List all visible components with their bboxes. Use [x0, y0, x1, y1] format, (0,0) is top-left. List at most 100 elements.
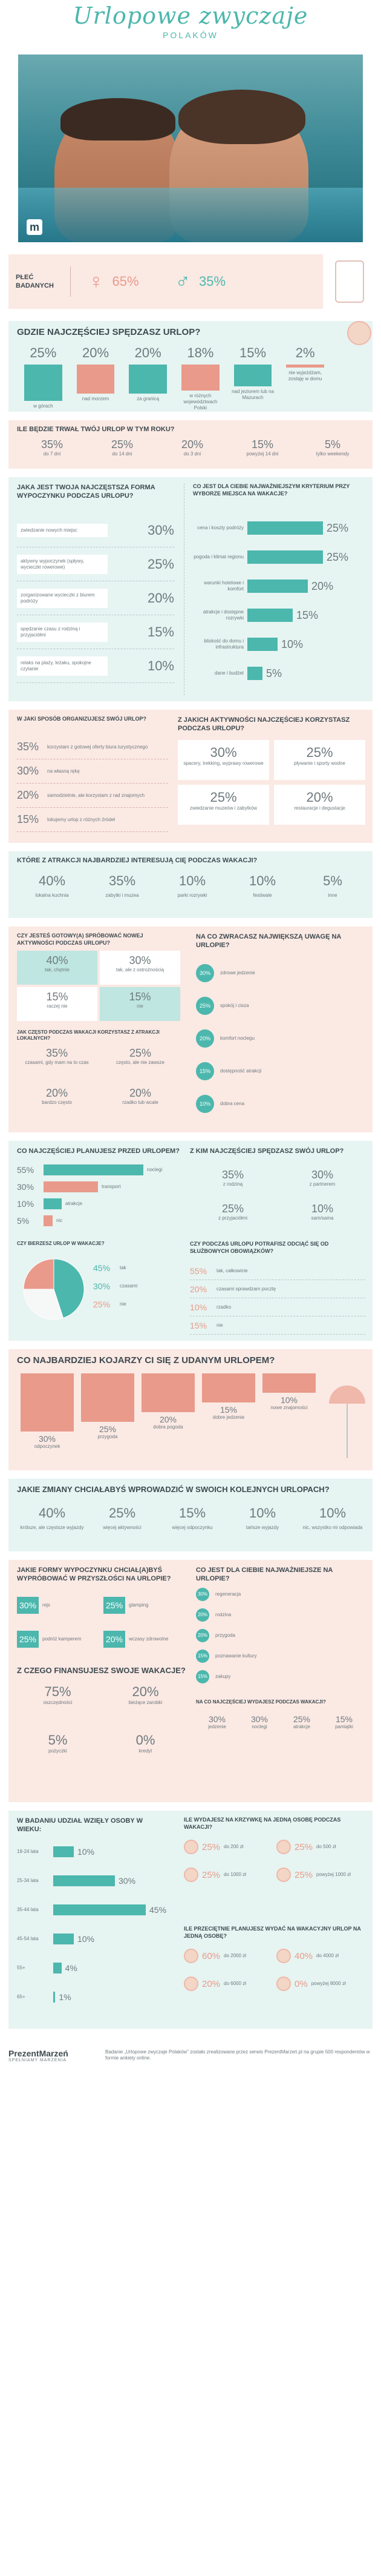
future-label: glamping [129, 1602, 149, 1608]
attraction-use-item: 35% czasami, gdy mam na to czas [17, 1045, 97, 1081]
new-activity-label: tak, chętnie [45, 967, 70, 973]
trips-bar [44, 1198, 62, 1209]
attention-label: dostępność atrakcji [220, 1068, 262, 1074]
success-pct: 30% [38, 1434, 56, 1444]
age-item: 65+ 1% [17, 1983, 174, 2012]
new-activity-pct: 30% [129, 954, 151, 966]
company-item: 25% z przyjaciółmi [190, 1199, 276, 1229]
age-bar [53, 1934, 74, 1944]
attention-label: komfort noclegu [220, 1035, 255, 1041]
trips-label: atrakcje [65, 1201, 83, 1206]
trips-pct: 55% [17, 1165, 34, 1175]
age-budget-section: W BADANIU UDZIAŁ WZIĘŁY OSOBY W WIEKU: 1… [8, 1811, 373, 2029]
duration-label: do 3 dni [183, 451, 201, 457]
future-items: 30% rejs 25% glamping 25% podróż kamperem 20% w… [17, 1590, 186, 1654]
age-pct: 45% [149, 1905, 167, 1915]
work-item: 10% rzadko [190, 1298, 365, 1316]
criteria-bar [247, 521, 323, 535]
future-item: 25% podróż kamperem [17, 1624, 100, 1654]
spend-pct: 30% [208, 1714, 226, 1724]
success-pct: 20% [159, 1415, 177, 1424]
man-hair [60, 98, 175, 140]
age-pct: 10% [77, 1847, 95, 1857]
spend-item: 30% jedzenie [196, 1714, 238, 1730]
where-bar [181, 365, 220, 391]
age-label: 45-54 lata [17, 1936, 39, 1941]
company-label: z rodziną [223, 1181, 243, 1187]
footer: PrezentMarzeń SPEŁNIAMY MARZENIA Badanie… [8, 2037, 373, 2073]
trips-item: 10% atrakcje [17, 1195, 180, 1212]
form-question: JAKA JEST TWOJA NAJCZĘSTSZA FORMA WYPOCZ… [17, 484, 155, 500]
where-pct: 15% [239, 345, 267, 360]
company-pct: 10% [311, 1203, 334, 1215]
attraction-use-item: 25% często, ale nie zawsze [100, 1045, 180, 1081]
form-label: relaks na plaży, leżaku, spokojne czytan… [17, 656, 108, 676]
attention-badge: 30% [196, 964, 214, 982]
spend-pct: 30% [250, 1714, 269, 1724]
important-badge: 15% [196, 1670, 209, 1683]
success-label: nowe znajomości [270, 1405, 308, 1410]
budget-pct: 25% [295, 1841, 313, 1852]
work-label: rzadko [217, 1304, 232, 1310]
changes-pct: 10% [319, 1505, 347, 1521]
age-pct: 1% [59, 1992, 71, 2002]
pie-legend-item: 25% nie [93, 1295, 178, 1313]
activity-label: pływanie i sporty wodne [294, 761, 345, 766]
organize-item: 20% samodzielnie, ale korzystam z rad zna… [17, 784, 168, 808]
criteria-bar [247, 667, 262, 680]
new-activity-section: CZY JESTEŚ GOTOWY(A) SPRÓBOWAĆ NOWEJ AKT… [8, 926, 373, 1132]
budget-label: powyżej 1000 zł [316, 1872, 351, 1877]
attraction-use-label: bardzo często [42, 1100, 72, 1105]
criteria-bar [247, 550, 323, 564]
success-pct: 10% [280, 1395, 298, 1405]
finance-item: 20% bieżące zarobki [105, 1684, 186, 1726]
organize-pct: 20% [17, 789, 39, 801]
company-pct: 30% [311, 1169, 334, 1181]
pie-chart [23, 1258, 85, 1320]
activity-label: zwiedzanie muzeów i zabytków [189, 805, 258, 811]
attention-item: 15% dostępność atrakcji [196, 1055, 365, 1088]
spend-label: jedzenie [208, 1724, 226, 1729]
attraction-use-items: 35% czasami, gdy mam na to czas 25% często,… [17, 1045, 180, 1121]
form-pct: 20% [147, 590, 174, 606]
criteria-item: pogoda i klimat regionu 25% [193, 543, 368, 572]
trips-label: transport [102, 1184, 121, 1189]
where-bar [233, 365, 272, 386]
criteria-item: atrakcje i dostępne rozrywki 15% [193, 601, 368, 630]
future-item: 30% rejs [17, 1590, 100, 1620]
organize-label: korzystam z gotowej oferty biura turysty… [47, 744, 148, 750]
important-label: rodzina [215, 1612, 232, 1617]
company-pct: 25% [221, 1203, 244, 1215]
attraction-use-label: często, ale nie zawsze [116, 1060, 165, 1065]
where-label: nad jeziorem lub na Mazurach [232, 389, 274, 400]
duration-pct: 20% [181, 438, 204, 451]
pool-water [18, 188, 363, 242]
female-pct: 65% [112, 274, 139, 289]
where-item: 20% za granicą [122, 345, 174, 411]
activity-pct: 30% [210, 745, 237, 760]
success-label: odpoczynek [34, 1444, 60, 1449]
form-item: aktywny wypoczynek (spływy, wycieczki ro… [17, 547, 174, 581]
new-activity-item: 30% tak, ale z ostrożnością [100, 951, 180, 985]
changes-pct: 40% [38, 1505, 66, 1521]
spend-question: NA CO NAJCZĘŚCIEJ WYDAJESZ PODCZAS WAKAC… [196, 1699, 326, 1705]
finance-item: 75% oszczędności [17, 1684, 99, 1726]
changes-pct: 10% [249, 1505, 276, 1521]
changes-pct: 25% [108, 1505, 136, 1521]
budget2-pct: 60% [202, 1950, 221, 1961]
criteria-item: bliskość do domu i infrastruktura 10% [193, 630, 368, 659]
pie-slice [53, 1258, 85, 1319]
page-title: Urlopowe zwyczaje [73, 2, 308, 29]
finance-pct: 75% [44, 1684, 71, 1699]
pie-label: nie [120, 1301, 126, 1307]
pie-slice [23, 1258, 54, 1290]
important-badge: 20% [196, 1608, 209, 1622]
form-items: zwiedzanie nowych miejsc 30% aktywny wypoc… [17, 514, 174, 683]
coin-icon [184, 1840, 198, 1854]
spend-items: 30% jedzenie 30% noclegi 25% atrakcje 15% pamią… [196, 1714, 365, 1730]
attention-label: zdrowe jedzenie [220, 970, 255, 976]
company-label: z przyjaciółmi [218, 1215, 247, 1221]
success-pct: 25% [99, 1424, 117, 1434]
coin-icon [276, 1977, 291, 1991]
coin-icon [276, 1840, 291, 1854]
